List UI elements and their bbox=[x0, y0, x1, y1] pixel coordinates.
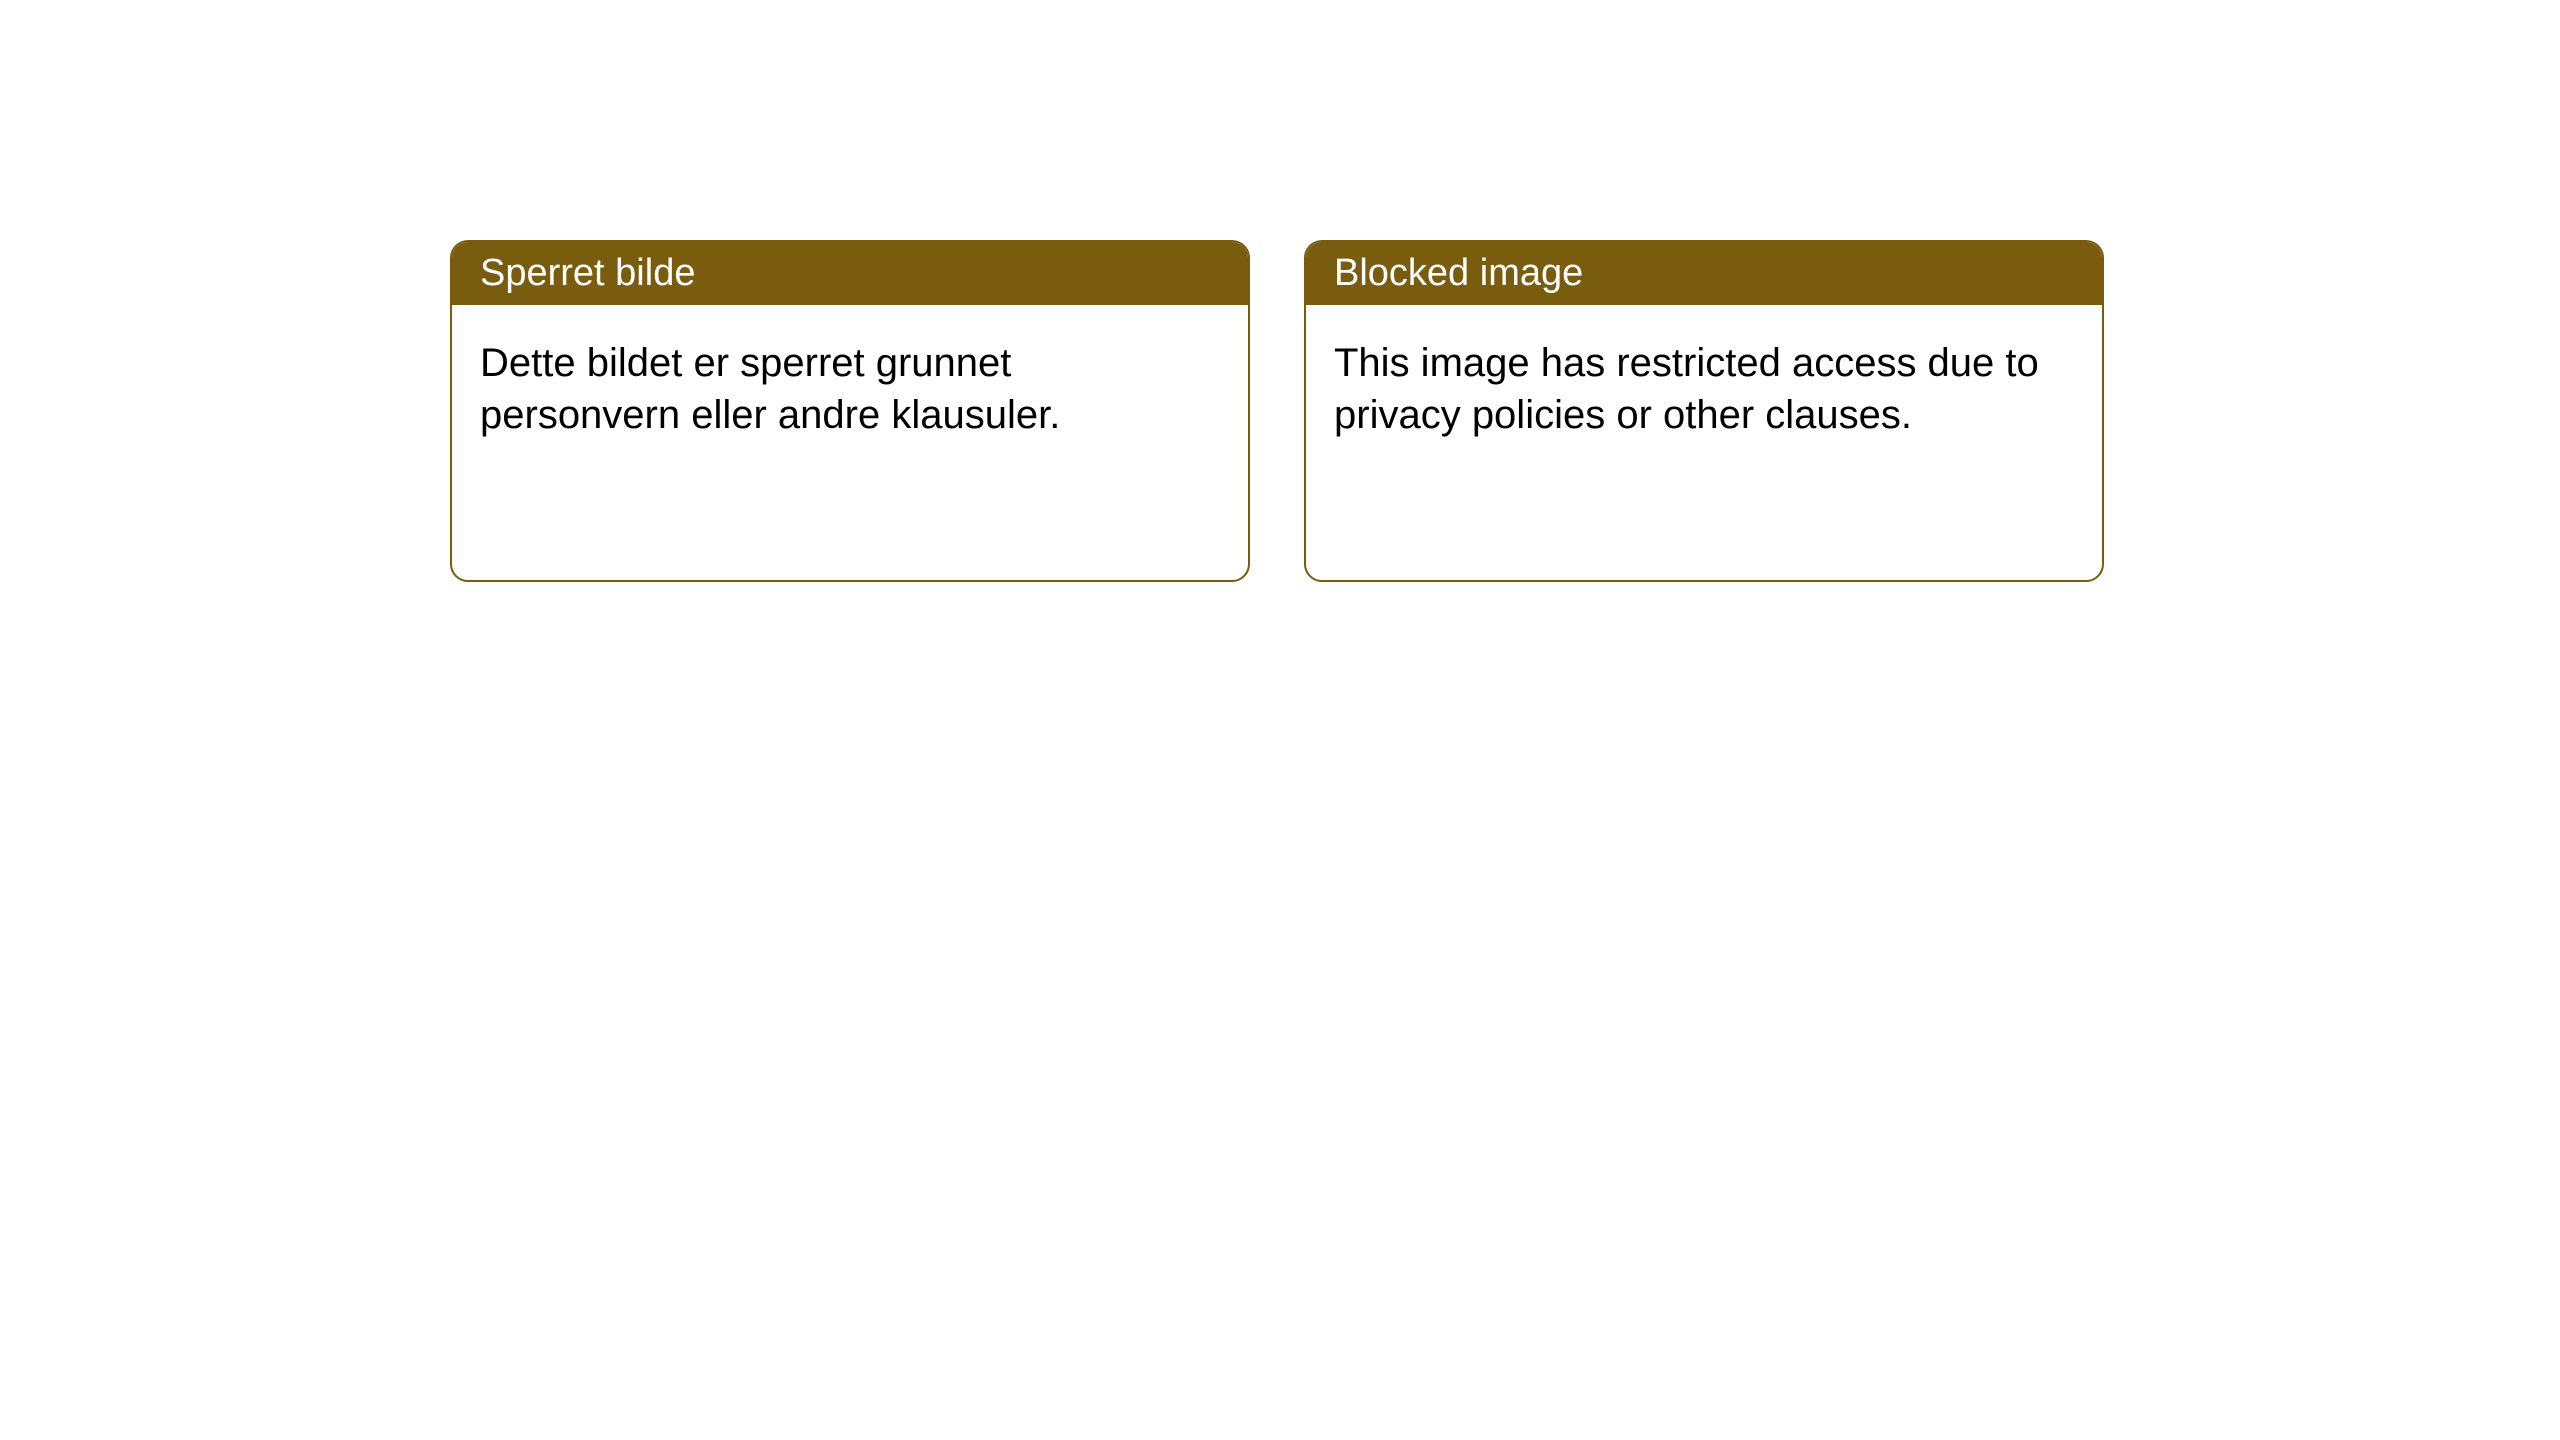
card-body: Dette bildet er sperret grunnet personve… bbox=[452, 305, 1248, 580]
card-header: Sperret bilde bbox=[452, 242, 1248, 305]
card-header: Blocked image bbox=[1306, 242, 2102, 305]
blocked-image-card-en: Blocked image This image has restricted … bbox=[1304, 240, 2104, 582]
notice-cards-container: Sperret bilde Dette bildet er sperret gr… bbox=[450, 240, 2104, 582]
card-body: This image has restricted access due to … bbox=[1306, 305, 2102, 580]
blocked-image-card-no: Sperret bilde Dette bildet er sperret gr… bbox=[450, 240, 1250, 582]
